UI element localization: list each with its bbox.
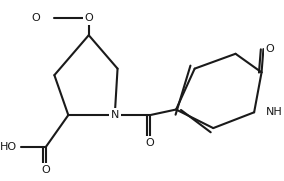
Text: O: O	[32, 13, 40, 24]
Text: O: O	[146, 138, 154, 148]
Text: O: O	[84, 13, 93, 24]
Text: O: O	[266, 44, 274, 54]
Text: HO: HO	[0, 142, 17, 152]
Text: NH: NH	[266, 107, 283, 117]
Text: O: O	[42, 165, 50, 175]
Text: N: N	[110, 110, 119, 120]
